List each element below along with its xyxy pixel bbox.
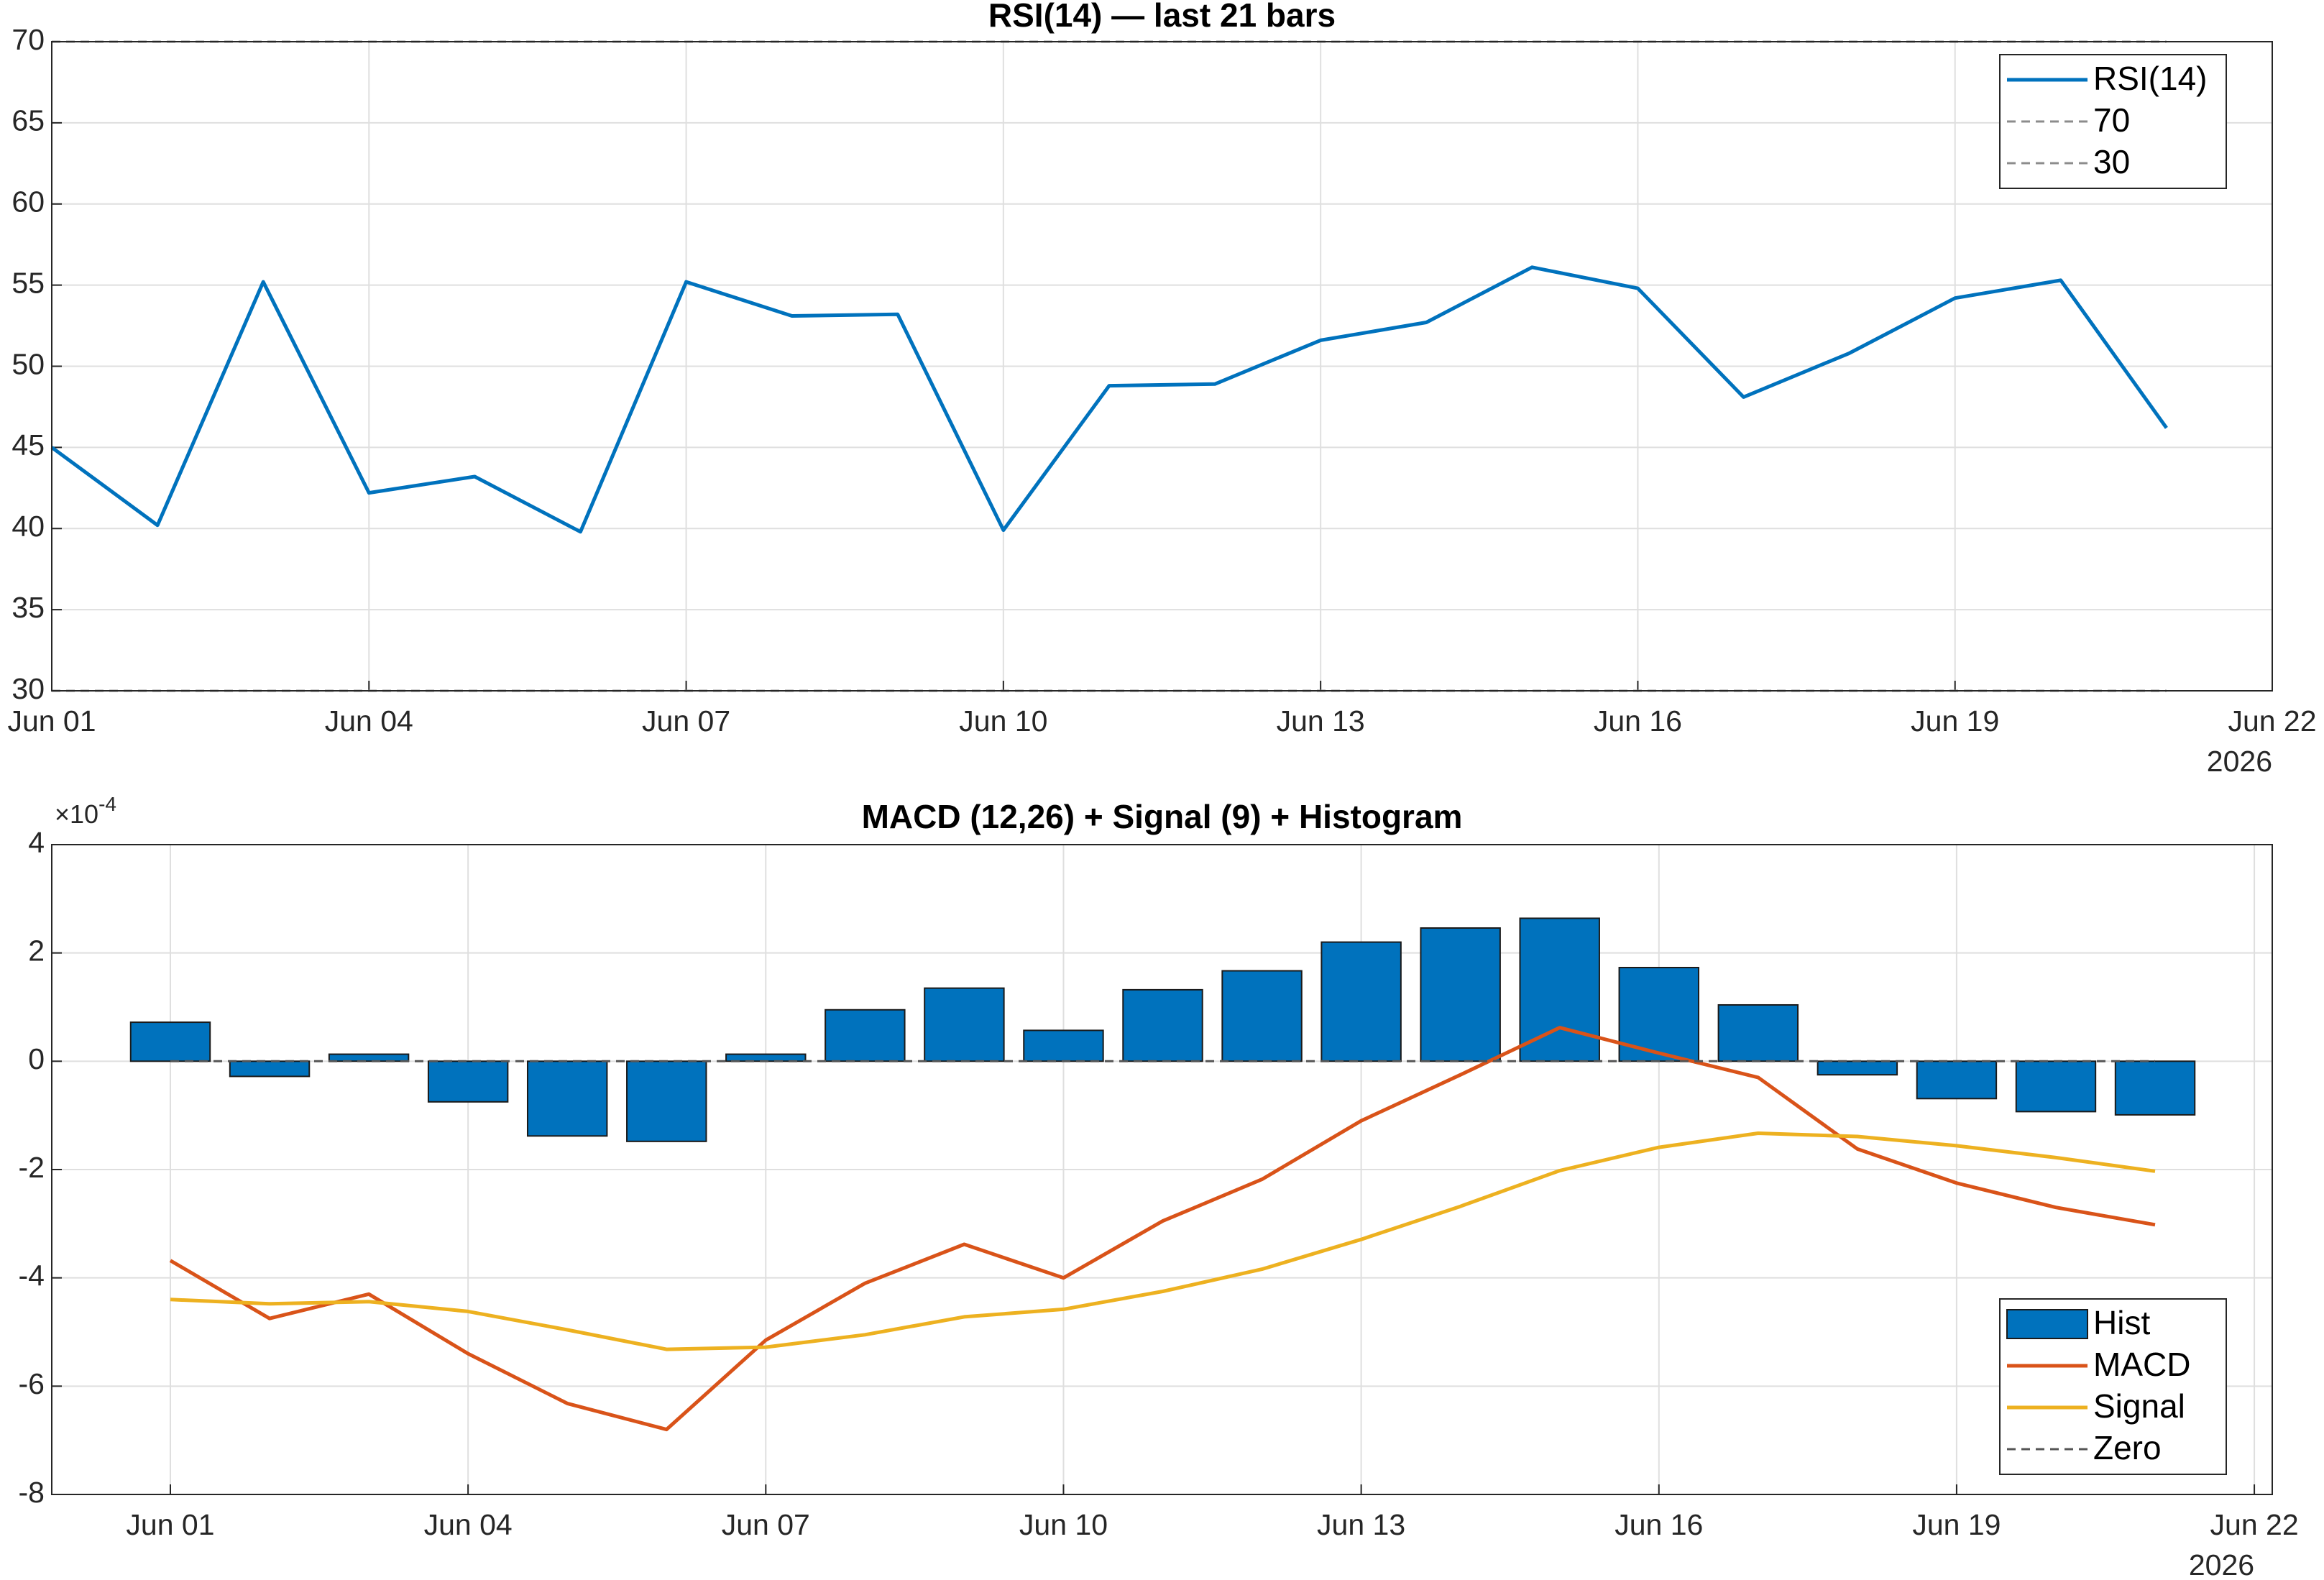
legend-label: Signal <box>2093 1387 2185 1425</box>
multiplier-base: ×10 <box>55 799 98 829</box>
x-tick-label: Jun 04 <box>424 1508 513 1541</box>
x-tick-label: Jun 19 <box>1912 1508 2001 1541</box>
y-tick-label: 55 <box>12 266 45 299</box>
bar <box>2015 1060 2097 1113</box>
x-tick-label: Jun 01 <box>126 1508 214 1541</box>
multiplier-exponent: -4 <box>98 793 116 815</box>
chart-panel: -8 -6 -4 -2 0 2 4 Jun 01 Jun 04 Jun 07 Jun 10 Jun 1… <box>19 793 2299 1580</box>
x-tick-label: Jun 01 <box>7 704 96 738</box>
bar <box>129 1021 211 1062</box>
x-tick-label: Jun 19 <box>1911 704 1999 738</box>
plot-layer <box>129 917 2196 1432</box>
legend-label: 30 <box>2093 143 2130 180</box>
x-tick-label: Jun 13 <box>1277 704 1365 738</box>
y-tick-label: 45 <box>12 428 45 461</box>
series-line <box>170 1131 2156 1351</box>
legend-label: Zero <box>2093 1429 2162 1466</box>
y-tick-label: 30 <box>12 672 45 705</box>
legend: Hist MACD Signal Zero <box>1999 1298 2227 1475</box>
axes-box <box>51 41 2273 692</box>
chart-title: MACD (12,26) + Signal (9) + Histogram <box>862 798 1463 835</box>
bar <box>1519 917 1600 1062</box>
y-tick-label: -4 <box>19 1259 45 1292</box>
legend: RSI(14) 70 30 <box>1999 54 2227 189</box>
bar <box>1817 1060 1898 1076</box>
bar <box>526 1060 608 1137</box>
legend-label: RSI(14) <box>2093 60 2207 97</box>
x-year-label: 2026 <box>2189 1548 2254 1580</box>
bar <box>229 1060 311 1078</box>
bar <box>427 1060 509 1103</box>
x-tick-label: Jun 10 <box>959 704 1047 738</box>
bar <box>1221 970 1303 1062</box>
bar <box>2114 1060 2196 1116</box>
x-tick-label: Jun 22 <box>2228 704 2316 738</box>
x-year-label: 2026 <box>2207 745 2272 778</box>
y-tick-label: 70 <box>12 23 45 56</box>
y-tick-label: 50 <box>12 347 45 380</box>
bar <box>1122 988 1203 1062</box>
x-tick-label: Jun 07 <box>722 1508 810 1541</box>
legend-label: Hist <box>2093 1304 2150 1341</box>
y-tick-label: 40 <box>12 510 45 543</box>
bar <box>1023 1029 1104 1062</box>
y-tick-label: 65 <box>12 104 45 137</box>
bar <box>1916 1060 1998 1100</box>
y-tick-label: 60 <box>12 185 45 219</box>
x-tick-label: Jun 04 <box>325 704 413 738</box>
axes-box <box>51 844 2273 1495</box>
x-tick-label: Jun 07 <box>642 704 730 738</box>
legend-label: MACD <box>2093 1346 2190 1383</box>
legend-swatch <box>2006 1309 2088 1339</box>
x-tick-label: Jun 22 <box>2210 1508 2299 1541</box>
y-tick-label: 0 <box>28 1042 45 1075</box>
bar <box>1420 927 1501 1062</box>
x-tick-label: Jun 10 <box>1019 1508 1108 1541</box>
y-multiplier: ×10-4 <box>55 793 116 828</box>
y-tick-label: 4 <box>28 826 45 859</box>
series-line <box>50 265 2168 534</box>
legend-label: 70 <box>2093 101 2130 139</box>
x-tick-label: Jun 13 <box>1317 1508 1405 1541</box>
y-tick-label: -6 <box>19 1367 45 1400</box>
y-tick-label: -8 <box>19 1476 45 1509</box>
bar <box>924 987 1005 1062</box>
x-tick-label: Jun 16 <box>1615 1508 1703 1541</box>
bar <box>1717 1003 1799 1062</box>
bar <box>1321 941 1402 1062</box>
chart-title: RSI(14) — last 21 bars <box>988 0 1336 34</box>
bar <box>328 1053 410 1062</box>
bar <box>825 1009 906 1062</box>
series-line <box>169 1026 2156 1432</box>
chart-panel: 30 35 40 45 50 55 60 65 70 Jun 01 Jun 04 Jun 07 Jun … <box>7 0 2316 778</box>
x-tick-label: Jun 16 <box>1594 704 1682 738</box>
y-tick-label: 35 <box>12 591 45 624</box>
y-tick-label: 2 <box>28 934 45 967</box>
bar <box>626 1060 707 1142</box>
y-tick-label: -2 <box>19 1151 45 1184</box>
